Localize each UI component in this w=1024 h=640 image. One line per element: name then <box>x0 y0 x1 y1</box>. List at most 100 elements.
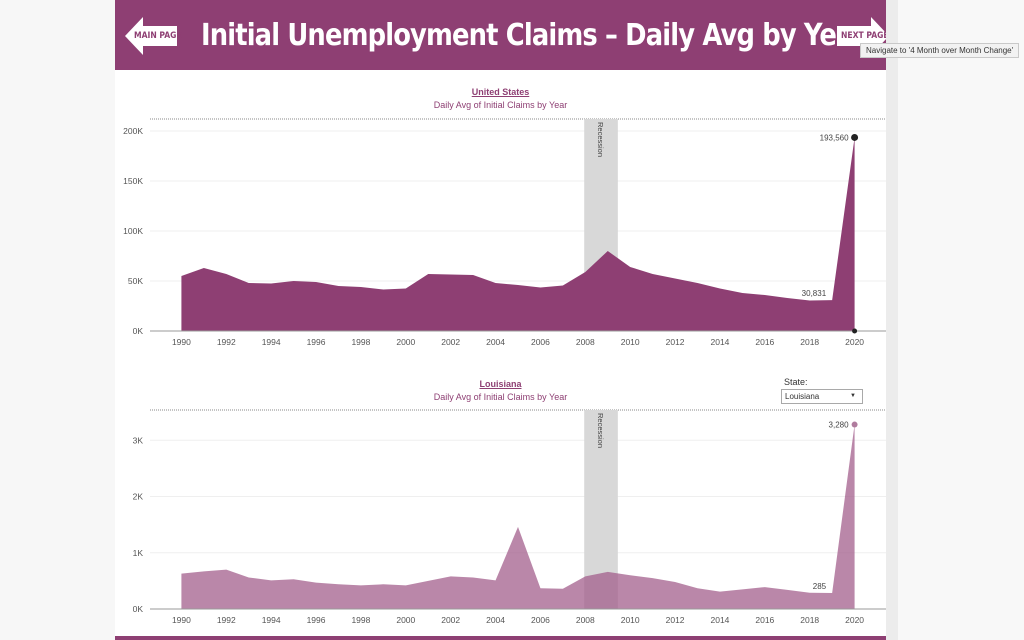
x-tick-label: 2002 <box>441 337 460 347</box>
baseline-marker <box>852 328 858 334</box>
data-point <box>740 291 744 295</box>
x-tick-label: 2002 <box>441 615 460 625</box>
data-point <box>696 586 700 590</box>
data-label: 3,280 <box>829 421 850 430</box>
data-point <box>292 279 296 283</box>
us-area-chart[interactable]: 0K 50K 100K 150K 200K Recession 1990 1992 1994 19… <box>115 112 886 357</box>
x-tick-label: 2006 <box>531 337 550 347</box>
x-tick-label: 1998 <box>351 337 370 347</box>
x-tick-label: 2020 <box>845 615 864 625</box>
dashboard: MAIN PAGE Initial Unemployment Claims – … <box>115 0 886 640</box>
state-filter-dropdown[interactable]: Louisiana ▼ <box>781 389 863 404</box>
data-point <box>561 587 565 591</box>
data-point <box>224 568 228 572</box>
x-tick-label: 2014 <box>710 615 729 625</box>
x-tick-label: 2008 <box>576 615 595 625</box>
right-scroll-strip[interactable] <box>886 0 898 640</box>
data-point <box>561 284 565 288</box>
state-filter-value: Louisiana <box>785 392 820 401</box>
data-point <box>449 273 453 277</box>
state-area-chart[interactable]: 0K 1K 2K 3K Recession 1990 1992 1994 1996 1998 200… <box>115 405 886 637</box>
right-gutter <box>898 0 1024 640</box>
us-chart-subtitle: Daily Avg of Initial Claims by Year <box>433 100 568 110</box>
main-page-label: MAIN PAGE <box>134 31 182 41</box>
data-point <box>538 586 542 590</box>
area-series <box>181 137 855 331</box>
data-point <box>359 583 363 587</box>
x-tick-label: 1998 <box>351 615 370 625</box>
data-point <box>696 281 700 285</box>
x-tick-label: 2020 <box>845 337 864 347</box>
data-point <box>763 585 767 589</box>
data-point <box>179 274 183 278</box>
data-point <box>516 283 520 287</box>
y-tick-label: 2K <box>133 492 144 502</box>
peak-marker <box>851 421 858 428</box>
navigation-tooltip: Navigate to '4 Month over Month Change' <box>860 43 1020 58</box>
recession-label: Recession <box>596 122 605 157</box>
us-chart-title[interactable]: United States <box>471 87 530 97</box>
x-tick-label: 2004 <box>486 615 505 625</box>
x-tick-label: 1992 <box>217 337 236 347</box>
chevron-down-icon: ▼ <box>850 393 856 399</box>
data-point <box>269 578 273 582</box>
x-tick-label: 2006 <box>531 615 550 625</box>
y-tick-label: 50K <box>128 276 143 286</box>
data-point <box>292 577 296 581</box>
data-point <box>179 572 183 576</box>
data-point <box>336 582 340 586</box>
page-title: Initial Unemployment Claims – Daily Avg … <box>201 18 865 53</box>
data-point <box>449 574 453 578</box>
y-tick-label: 0K <box>133 326 144 336</box>
data-point <box>426 579 430 583</box>
state-chart-title[interactable]: Louisiana <box>479 379 522 389</box>
data-point <box>606 570 610 574</box>
data-point <box>336 284 340 288</box>
data-point <box>606 249 610 253</box>
data-point <box>224 272 228 276</box>
data-point <box>269 282 273 286</box>
data-point <box>516 525 520 529</box>
data-point <box>314 280 318 284</box>
bottom-bar <box>115 636 886 640</box>
data-point <box>471 576 475 580</box>
data-label: 193,560 <box>820 133 849 142</box>
x-tick-label: 1994 <box>262 337 281 347</box>
x-tick-label: 1992 <box>217 615 236 625</box>
x-tick-label: 2016 <box>755 615 774 625</box>
data-point <box>628 573 632 577</box>
data-point <box>359 285 363 289</box>
x-tick-label: 1994 <box>262 615 281 625</box>
left-arrow-icon <box>125 17 177 55</box>
data-point <box>651 576 655 580</box>
data-point <box>314 581 318 585</box>
data-point <box>830 298 834 302</box>
data-point <box>830 591 834 595</box>
x-tick-label: 1996 <box>307 615 326 625</box>
data-point <box>785 588 789 592</box>
recession-label: Recession <box>596 413 605 448</box>
y-tick-label: 3K <box>133 435 144 445</box>
x-tick-label: 2018 <box>800 615 819 625</box>
data-point <box>471 273 475 277</box>
x-tick-label: 2000 <box>396 615 415 625</box>
x-tick-label: 2000 <box>396 337 415 347</box>
header-bar: MAIN PAGE Initial Unemployment Claims – … <box>115 0 886 70</box>
data-point <box>494 281 498 285</box>
data-point <box>404 287 408 291</box>
data-label: 285 <box>813 582 827 591</box>
data-point <box>538 286 542 290</box>
data-point <box>202 266 206 270</box>
y-tick-label: 1K <box>133 548 144 558</box>
main-page-button[interactable]: MAIN PAGE <box>123 14 185 58</box>
state-filter-label: State: <box>784 377 808 387</box>
data-point <box>740 587 744 591</box>
data-point <box>673 580 677 584</box>
x-tick-label: 2012 <box>666 615 685 625</box>
data-point <box>247 576 251 580</box>
x-tick-label: 2010 <box>621 337 640 347</box>
data-label: 30,831 <box>802 289 827 298</box>
x-tick-label: 2004 <box>486 337 505 347</box>
data-point <box>494 578 498 582</box>
x-tick-label: 2018 <box>800 337 819 347</box>
